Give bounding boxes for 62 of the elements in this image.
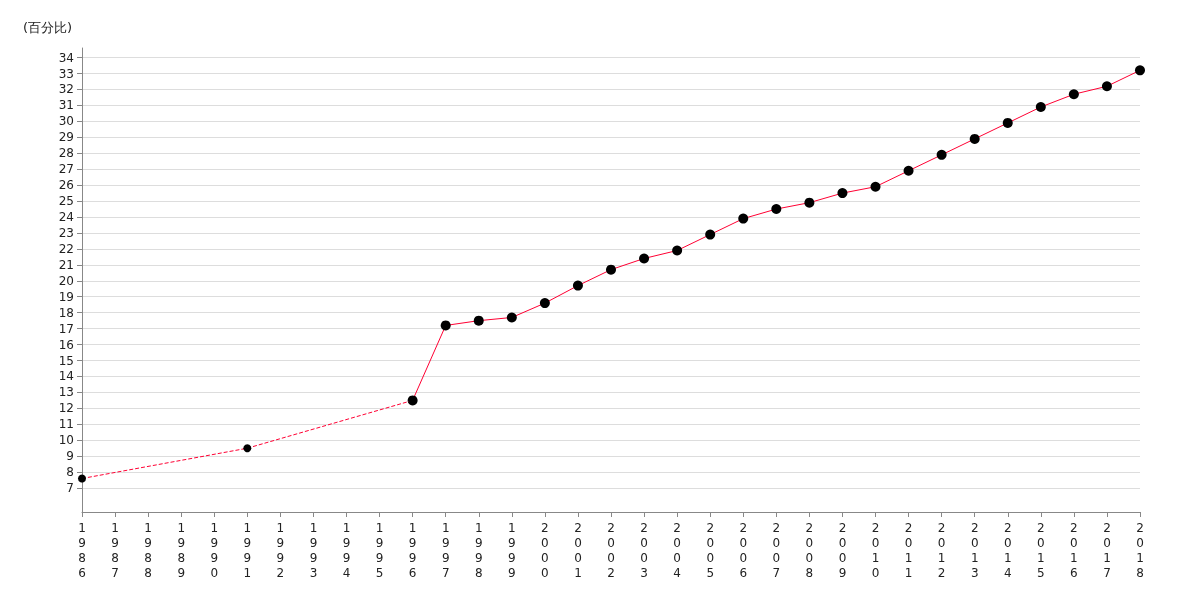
x-tick-label: 1987 bbox=[111, 520, 119, 580]
x-tick-label: 2009 bbox=[838, 520, 847, 580]
y-tick-label: 31 bbox=[58, 98, 74, 113]
y-tick-label: 20 bbox=[58, 273, 74, 288]
x-tick-label: 1992 bbox=[276, 520, 285, 580]
y-tick-label: 12 bbox=[58, 401, 74, 416]
y-tick-label: 34 bbox=[58, 50, 74, 65]
x-tick-label: 1995 bbox=[375, 520, 384, 580]
y-tick-label: 27 bbox=[58, 162, 74, 177]
x-tick-label: 1996 bbox=[408, 520, 417, 580]
x-tick-label: 2006 bbox=[739, 520, 748, 580]
x-tick-label: 2000 bbox=[541, 520, 549, 580]
y-tick-label: 24 bbox=[58, 210, 74, 225]
y-tick-label: 33 bbox=[58, 66, 74, 81]
x-tick-label: 2011 bbox=[904, 520, 913, 580]
x-tick-label: 2010 bbox=[871, 520, 880, 580]
x-tick-label: 1991 bbox=[243, 520, 252, 580]
y-tick-label: 16 bbox=[58, 337, 74, 352]
y-tick-label: 13 bbox=[58, 385, 74, 400]
y-tick-label: 23 bbox=[58, 225, 74, 240]
y-tick-label: 19 bbox=[58, 289, 74, 304]
x-tick-label: 1998 bbox=[474, 520, 483, 580]
x-tick-label: 1994 bbox=[342, 520, 351, 580]
y-tick-label: 15 bbox=[58, 353, 74, 368]
x-tick-label: 2002 bbox=[607, 520, 615, 580]
x-tick-label: 1986 bbox=[78, 520, 86, 580]
x-tick-label: 1993 bbox=[309, 520, 318, 580]
y-tick-label: 30 bbox=[58, 114, 74, 129]
x-tick-label: 2015 bbox=[1036, 520, 1045, 580]
x-tick-label: 1990 bbox=[210, 520, 219, 580]
x-tick-label: 2008 bbox=[805, 520, 814, 580]
x-tick-label: 2005 bbox=[706, 520, 715, 580]
y-tick-label: 8 bbox=[66, 465, 74, 480]
y-tick-label: 32 bbox=[58, 82, 74, 97]
y-tick-label: 28 bbox=[58, 146, 74, 161]
y-tick-label: 10 bbox=[58, 433, 74, 448]
x-tick-label: 2007 bbox=[772, 520, 781, 580]
y-tick-label: 21 bbox=[58, 257, 74, 272]
y-axis-title: (百分比) bbox=[23, 20, 73, 35]
x-tick-label: 2003 bbox=[640, 520, 648, 580]
y-tick-label: 22 bbox=[58, 241, 74, 256]
x-tick-label: 1997 bbox=[441, 520, 450, 580]
y-tick-label: 9 bbox=[66, 449, 74, 464]
y-tick-label: 26 bbox=[58, 178, 74, 193]
y-tick-label: 29 bbox=[58, 130, 74, 145]
y-tick-label: 11 bbox=[58, 417, 74, 432]
y-tick-label: 14 bbox=[58, 369, 74, 384]
y-tick-label: 7 bbox=[66, 481, 74, 496]
y-tick-label: 18 bbox=[58, 305, 74, 320]
x-tick-label: 2018 bbox=[1136, 520, 1144, 580]
x-tick-label: 2017 bbox=[1103, 520, 1111, 580]
x-tick-label: 1999 bbox=[507, 520, 516, 580]
x-tick-label: 2014 bbox=[1003, 520, 1012, 580]
x-tick-label: 2001 bbox=[574, 520, 582, 580]
x-tick-label: 2016 bbox=[1070, 520, 1078, 580]
x-tick-label: 1988 bbox=[144, 520, 152, 580]
y-tick-label: 17 bbox=[58, 321, 74, 336]
y-tick-label: 25 bbox=[58, 194, 74, 209]
x-tick-label: 2013 bbox=[970, 520, 979, 580]
x-tick-label: 2004 bbox=[673, 520, 681, 580]
x-tick-label: 2012 bbox=[937, 520, 946, 580]
x-tick-label: 1989 bbox=[177, 520, 186, 580]
